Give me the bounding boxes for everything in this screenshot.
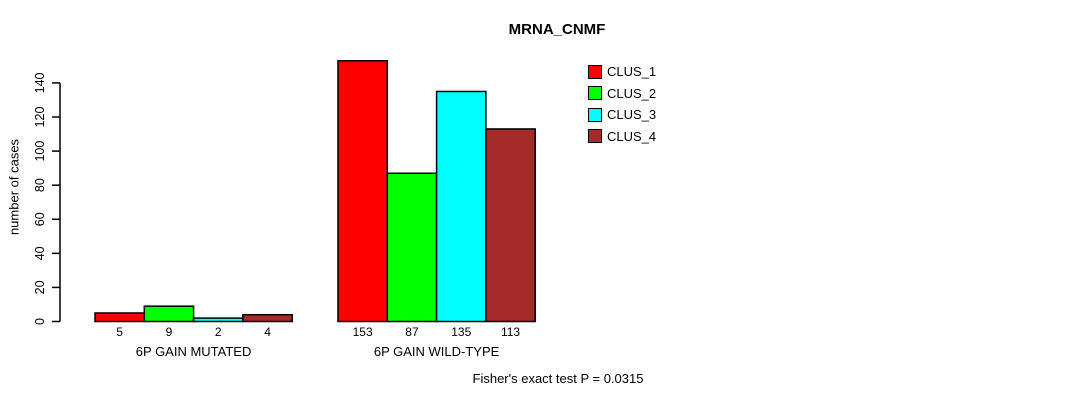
y-tick-label: 80 (33, 178, 47, 192)
bar-CLUS_3-group1 (192, 317, 244, 323)
legend-item-CLUS_4: CLUS_4 (588, 126, 656, 148)
y-tick-label: 0 (33, 318, 47, 325)
bar-CLUS_3-group2 (435, 90, 487, 323)
legend-swatch-icon (588, 107, 602, 122)
legend-label: CLUS_4 (607, 128, 657, 144)
legend-item-CLUS_2: CLUS_2 (588, 83, 656, 105)
y-tick-label: 140 (33, 72, 47, 93)
legend-item-CLUS_3: CLUS_3 (588, 104, 656, 126)
y-tick-label: 20 (33, 280, 47, 294)
bar-CLUS_1-group2 (337, 60, 389, 323)
bar-value-label: 4 (264, 325, 271, 339)
legend-swatch-icon (588, 64, 602, 79)
legend-label: CLUS_2 (607, 85, 657, 101)
bar-value-label: 135 (451, 325, 471, 339)
bar-CLUS_4-group2 (485, 128, 536, 323)
bar-value-label: 2 (215, 325, 222, 339)
legend-swatch-icon (588, 86, 602, 101)
legend-swatch-icon (588, 129, 602, 144)
fisher-test-note: Fisher's exact test P = 0.0315 (472, 371, 644, 386)
chart-title: MRNA_CNMF (508, 21, 606, 38)
legend-label: CLUS_3 (607, 107, 657, 123)
bar-CLUS_1-group1 (94, 312, 146, 323)
bar-value-label: 9 (166, 325, 173, 339)
bar-value-label: 5 (116, 325, 123, 339)
bar-CLUS_4-group1 (242, 313, 293, 323)
bar-value-label: 87 (405, 325, 419, 339)
group-label-2: 6P GAIN WILD-TYPE (374, 344, 500, 359)
legend-label: CLUS_1 (607, 64, 657, 80)
y-tick-label: 100 (33, 141, 47, 162)
y-tick-label: 40 (33, 246, 47, 260)
legend-item-CLUS_1: CLUS_1 (588, 61, 656, 83)
bar-CLUS_2-group2 (386, 172, 438, 323)
y-tick-label: 60 (33, 212, 47, 226)
bar-value-label: 153 (353, 325, 373, 339)
group-label-1: 6P GAIN MUTATED (136, 344, 252, 359)
legend: CLUS_1 CLUS_2 CLUS_3 CLUS_4 (588, 61, 656, 147)
bar-CLUS_2-group1 (143, 305, 195, 323)
y-tick-label: 120 (33, 107, 47, 128)
bar-value-label: 113 (501, 325, 520, 339)
